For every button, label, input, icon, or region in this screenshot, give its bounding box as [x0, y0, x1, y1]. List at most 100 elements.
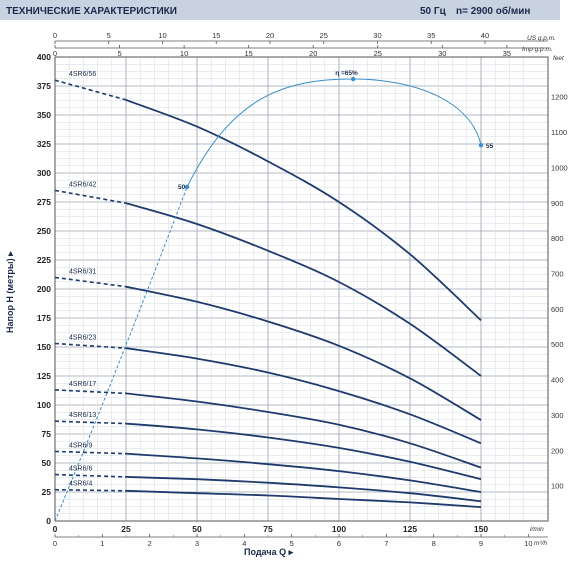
m3h-tick-label: 10 — [524, 539, 532, 548]
imp-gpm-tick-label: 15 — [244, 49, 252, 58]
m3h-tick-label: 6 — [337, 539, 341, 548]
pump-curve — [125, 489, 482, 508]
us-gpm-tick-label: 15 — [212, 31, 220, 40]
m3h-tick-label: 9 — [479, 539, 483, 548]
x-axis-title: Подача Q ▸ — [244, 547, 294, 557]
pump-model-label: 4SR6/4 — [69, 481, 92, 488]
y-tick-label: 250 — [37, 226, 51, 236]
pump-curve-dashed — [54, 276, 127, 288]
efficiency-marker — [478, 142, 484, 148]
feet-tick-label: 1100 — [551, 128, 567, 137]
pump-model-label: 4SR6/23 — [69, 335, 96, 342]
y-axis-title: Напор H (метры) ▸ — [5, 251, 15, 333]
x-tick-label: 150 — [474, 524, 488, 534]
plot-frame — [54, 56, 549, 522]
x-tick-label: 0 — [53, 524, 58, 534]
us-gpm-tick-label: 30 — [373, 31, 381, 40]
m3h-tick-label: 0 — [53, 539, 57, 548]
feet-tick-label: 900 — [551, 199, 564, 208]
m3h-tick-label: 8 — [432, 539, 436, 548]
efficiency-label: 55 — [486, 143, 494, 150]
pump-curve-dashed — [54, 342, 127, 349]
pump-model-label: 4SR6/9 — [69, 442, 92, 449]
us-gpm-tick-label: 25 — [320, 31, 328, 40]
pump-curve-dashed — [54, 420, 127, 425]
y-tick-label: 100 — [37, 400, 51, 410]
x-tick-label: 125 — [403, 524, 417, 534]
efficiency-marker — [184, 184, 190, 190]
y-tick-label: 225 — [37, 255, 51, 265]
y-tick-label: 75 — [42, 429, 52, 439]
pump-curve-dashed — [54, 473, 127, 478]
m3h-tick-label: 2 — [148, 539, 152, 548]
header-title: ТЕХНИЧЕСКИЕ ХАРАКТЕРИСТИКИ — [6, 6, 177, 17]
y-tick-label: 175 — [37, 313, 51, 323]
us-gpm-tick-label: 10 — [158, 31, 166, 40]
x-tick-label: 25 — [121, 524, 131, 534]
feet-tick-label: 800 — [551, 234, 564, 243]
y-tick-label: 25 — [42, 487, 52, 497]
pump-curve — [125, 422, 482, 481]
feet-tick-label: 1200 — [551, 93, 568, 102]
y-tick-label: 200 — [37, 284, 51, 294]
pump-model-label: 4SR6/6 — [69, 466, 92, 473]
feet-tick-label: 700 — [551, 270, 564, 279]
imp-gpm-tick-label: 20 — [309, 49, 317, 58]
pump-curve — [125, 452, 482, 493]
y-tick-label: 350 — [37, 110, 51, 120]
us-gpm-tick-label: 0 — [53, 31, 57, 40]
imp-gpm-tick-label: 0 — [53, 49, 57, 58]
pump-curve — [125, 476, 482, 503]
x-tick-label: 50 — [192, 524, 202, 534]
feet-tick-label: 100 — [551, 482, 564, 491]
x-tick-label: 100 — [332, 524, 346, 534]
efficiency-curve-dashed — [54, 186, 188, 522]
pump-model-label: 4SR6/42 — [69, 181, 96, 188]
pump-curve — [125, 202, 482, 377]
pump-model-label: 4SR6/17 — [69, 381, 96, 388]
feet-tick-label: 300 — [551, 411, 564, 420]
m3h-tick-label: 5 — [290, 539, 294, 548]
pump-curve-dashed — [54, 450, 127, 455]
pump-curve-dashed — [54, 389, 127, 395]
m3h-tick-label: 4 — [242, 539, 246, 548]
m3h-tick-label: 1 — [100, 539, 104, 548]
efficiency-marker — [351, 76, 356, 82]
unit-feet: feet — [553, 55, 565, 62]
x-tick-label: 75 — [263, 524, 273, 534]
pump-model-label: 4SR6/31 — [69, 268, 96, 275]
pump-curve — [125, 392, 482, 469]
y-tick-label: 325 — [37, 139, 51, 149]
feet-tick-label: 500 — [551, 340, 564, 349]
header-speed: n= 2900 об/мин — [456, 5, 530, 17]
unit-m3h: m³/h — [534, 540, 547, 547]
pump-curve-dashed — [54, 488, 127, 492]
y-tick-label: 150 — [37, 342, 51, 352]
pump-model-label: 4SR6/13 — [69, 412, 96, 419]
imp-gpm-tick-label: 35 — [503, 49, 511, 58]
y-tick-label: 275 — [37, 197, 51, 207]
feet-tick-label: 400 — [551, 376, 564, 385]
imp-gpm-tick-label: 10 — [180, 49, 188, 58]
imp-gpm-tick-label: 5 — [117, 49, 121, 58]
pump-model-label: 4SR6/56 — [69, 71, 96, 78]
feet-tick-label: 600 — [551, 305, 564, 314]
y-tick-label: 375 — [37, 81, 51, 91]
header-bar — [0, 0, 560, 20]
us-gpm-tick-label: 5 — [107, 31, 111, 40]
header-frequency: 50 Гц — [420, 6, 447, 17]
unit-imp-gpm: Imp g.p.m. — [522, 46, 553, 53]
y-tick-label: 300 — [37, 168, 51, 178]
y-tick-label: 0 — [46, 516, 51, 526]
m3h-tick-label: 3 — [195, 539, 199, 548]
pump-curve — [125, 285, 482, 421]
pump-curve — [125, 347, 482, 445]
imp-gpm-tick-label: 30 — [438, 49, 446, 58]
efficiency-label: 50 — [178, 184, 186, 191]
feet-tick-label: 1000 — [551, 163, 568, 172]
unit-us-gpm: US g.p.m. — [527, 35, 556, 42]
y-tick-label: 50 — [42, 458, 52, 468]
feet-tick-label: 200 — [551, 446, 564, 455]
imp-gpm-tick-label: 25 — [374, 49, 382, 58]
